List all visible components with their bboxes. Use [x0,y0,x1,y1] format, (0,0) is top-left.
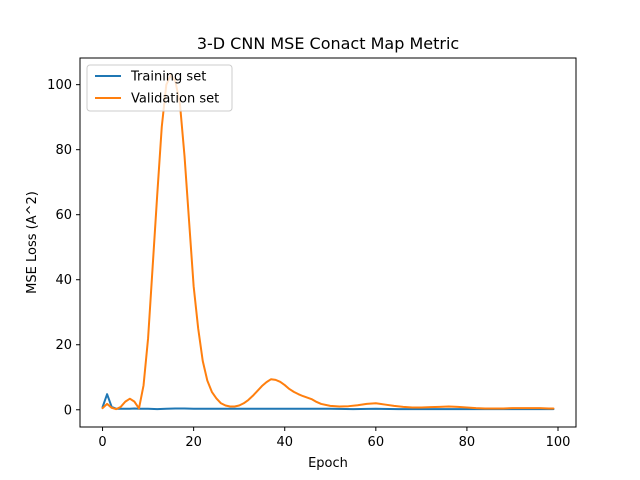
y-tick-label: 0 [64,403,72,418]
series-layer [101,73,555,411]
ticks-layer: 0 20 40 60 80 100 0 20 40 60 80 100 [47,78,570,450]
series-line-training [101,393,555,411]
x-tick-label: 40 [276,435,293,450]
y-tick-label: 100 [47,78,72,93]
legend-label-validation: Validation set [131,92,219,107]
y-tick-label: 80 [55,143,72,158]
x-axis-label: Epoch [308,456,348,471]
legend-box [86,64,233,112]
x-tick-label: 20 [185,435,202,450]
x-tick-label: 100 [546,435,571,450]
y-tick-label: 20 [55,338,72,353]
x-tick-label: 60 [368,435,385,450]
chart-title: 3-D CNN MSE Conact Map Metric [197,34,459,53]
legend-label-training: Training set [130,70,206,85]
y-tick-label: 60 [55,208,72,223]
y-axis-label: MSE Loss (A^2) [25,191,40,294]
legend: Training set Validation set [86,64,233,112]
x-tick-label: 80 [459,435,476,450]
plot-frame [79,57,577,428]
x-tick-label: 0 [98,435,106,450]
y-tick-label: 40 [55,273,72,288]
series-line-validation [101,73,555,411]
